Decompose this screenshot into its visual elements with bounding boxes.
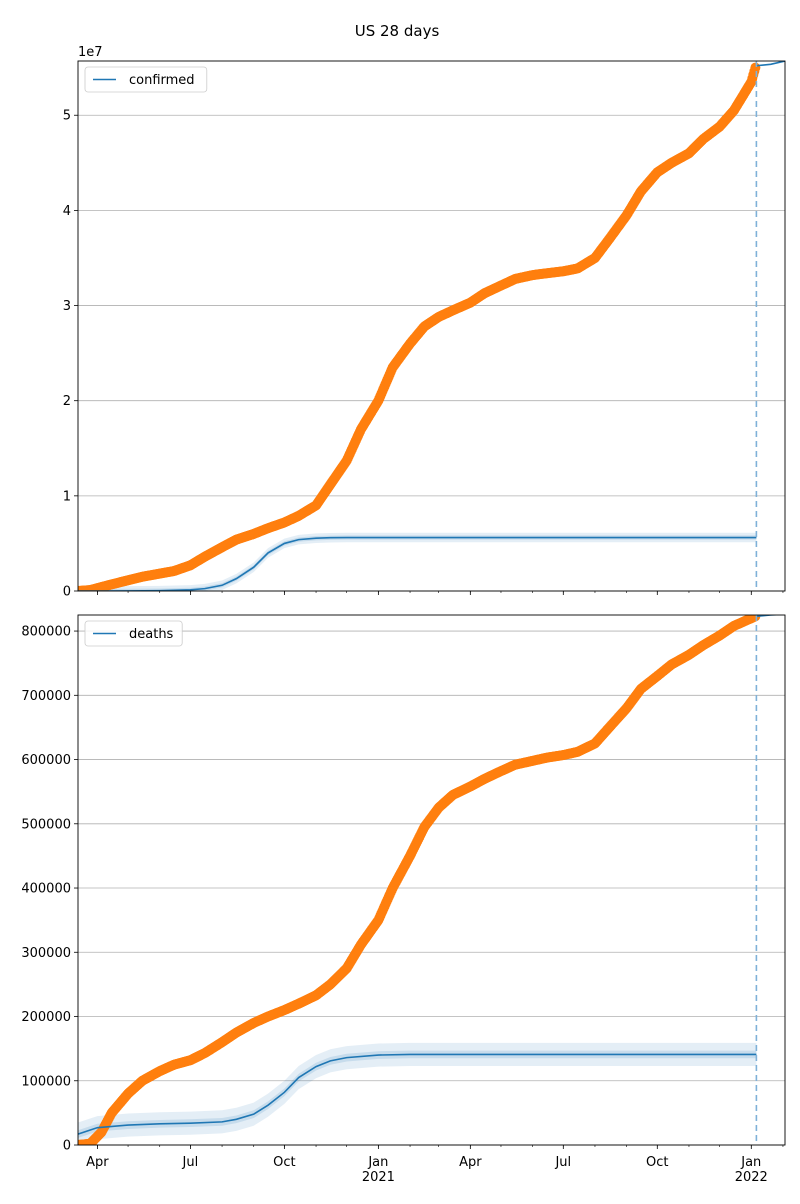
confirmed-panel: 0 1 2 3 4 5 1e7 confirmed [63, 45, 786, 600]
legend: confirmed [84, 66, 208, 93]
y-tick-label: 3 [63, 299, 71, 314]
x-tick-label: 2021 [362, 1170, 395, 1185]
fit-band-outer [78, 532, 757, 591]
y-tick-label: 800000 [21, 625, 71, 640]
plot-area [78, 61, 785, 591]
legend-label: deaths [129, 627, 174, 642]
x-tick-label: Jan [740, 1155, 761, 1170]
y-tick-label: 0 [63, 585, 71, 600]
observed-series [78, 62, 761, 591]
y-tick-label: 700000 [21, 689, 71, 704]
y-tick-label: 5 [63, 109, 71, 124]
x-tick-label: Apr [86, 1155, 109, 1170]
x-tick-label: Oct [273, 1155, 295, 1170]
y-tick-label: 0 [63, 1139, 71, 1154]
x-tick-label: Jul [182, 1155, 199, 1170]
y-tick-label: 1 [63, 489, 71, 504]
y-offset-label: 1e7 [78, 45, 103, 60]
y-tick-label: 100000 [21, 1074, 71, 1089]
x-tick-label: Jan [367, 1155, 388, 1170]
y-tick-label: 600000 [21, 753, 71, 768]
legend-box [84, 620, 183, 647]
y-tick-label: 2 [63, 394, 71, 409]
legend-box [84, 66, 208, 93]
fit-band-outer [78, 1042, 757, 1145]
observed-series [78, 615, 761, 1145]
y-tick-label: 500000 [21, 817, 71, 832]
x-tick-label: Apr [459, 1155, 482, 1170]
observed-point [750, 62, 761, 73]
axes-frame [77, 614, 786, 1146]
y-tick-label: 400000 [21, 882, 71, 897]
legend: deaths [84, 620, 183, 647]
forecast-line [756, 615, 785, 618]
x-tick-label: 2022 [735, 1170, 768, 1185]
plot-area [78, 615, 785, 1145]
legend-label: confirmed [129, 73, 195, 88]
y-tick-label: 200000 [21, 1010, 71, 1025]
deaths-panel: 0 100000 200000 300000 400000 500000 600000 700… [21, 614, 786, 1185]
x-tick-label: Oct [646, 1155, 668, 1170]
axes-frame [77, 60, 786, 592]
y-tick-label: 300000 [21, 946, 71, 961]
forecast-line [756, 61, 785, 67]
fit-line [78, 1053, 757, 1135]
x-tick-label: Jul [554, 1155, 571, 1170]
y-tick-label: 4 [63, 204, 71, 219]
figure-title: US 28 days [355, 22, 440, 40]
